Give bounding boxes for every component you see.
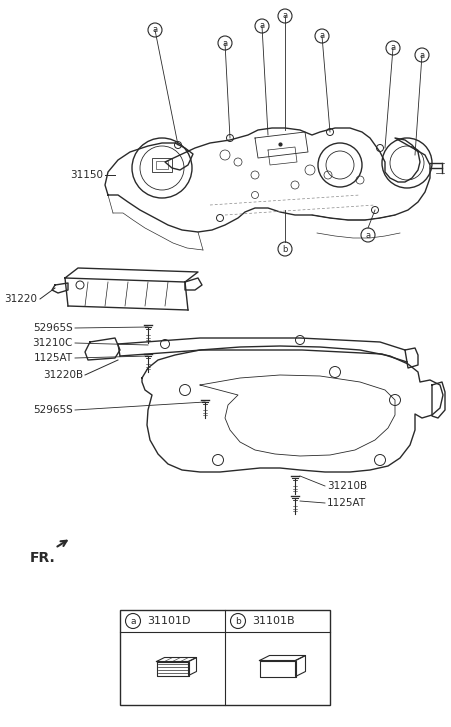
Text: 31220: 31220	[4, 294, 37, 304]
Text: 1125AT: 1125AT	[327, 498, 366, 508]
Text: 52965S: 52965S	[33, 405, 73, 415]
Text: b: b	[235, 616, 241, 625]
Text: 52965S: 52965S	[33, 323, 73, 333]
Text: a: a	[419, 50, 424, 60]
Text: a: a	[319, 31, 325, 41]
Text: 1125AT: 1125AT	[34, 353, 73, 363]
Text: a: a	[130, 616, 136, 625]
Text: 31210C: 31210C	[32, 338, 73, 348]
Text: 31101B: 31101B	[252, 616, 295, 626]
Text: 31150: 31150	[70, 170, 103, 180]
Text: a: a	[365, 230, 371, 239]
Text: 31220B: 31220B	[43, 370, 83, 380]
Text: a: a	[259, 22, 265, 31]
Text: 31101D: 31101D	[147, 616, 190, 626]
Text: 31210B: 31210B	[327, 481, 367, 491]
Text: a: a	[282, 12, 288, 20]
Text: a: a	[222, 39, 228, 47]
Bar	[120, 610, 330, 705]
Text: b: b	[282, 244, 288, 254]
Text: a: a	[152, 25, 157, 34]
Text: FR.: FR.	[30, 551, 56, 565]
Text: a: a	[391, 44, 396, 52]
